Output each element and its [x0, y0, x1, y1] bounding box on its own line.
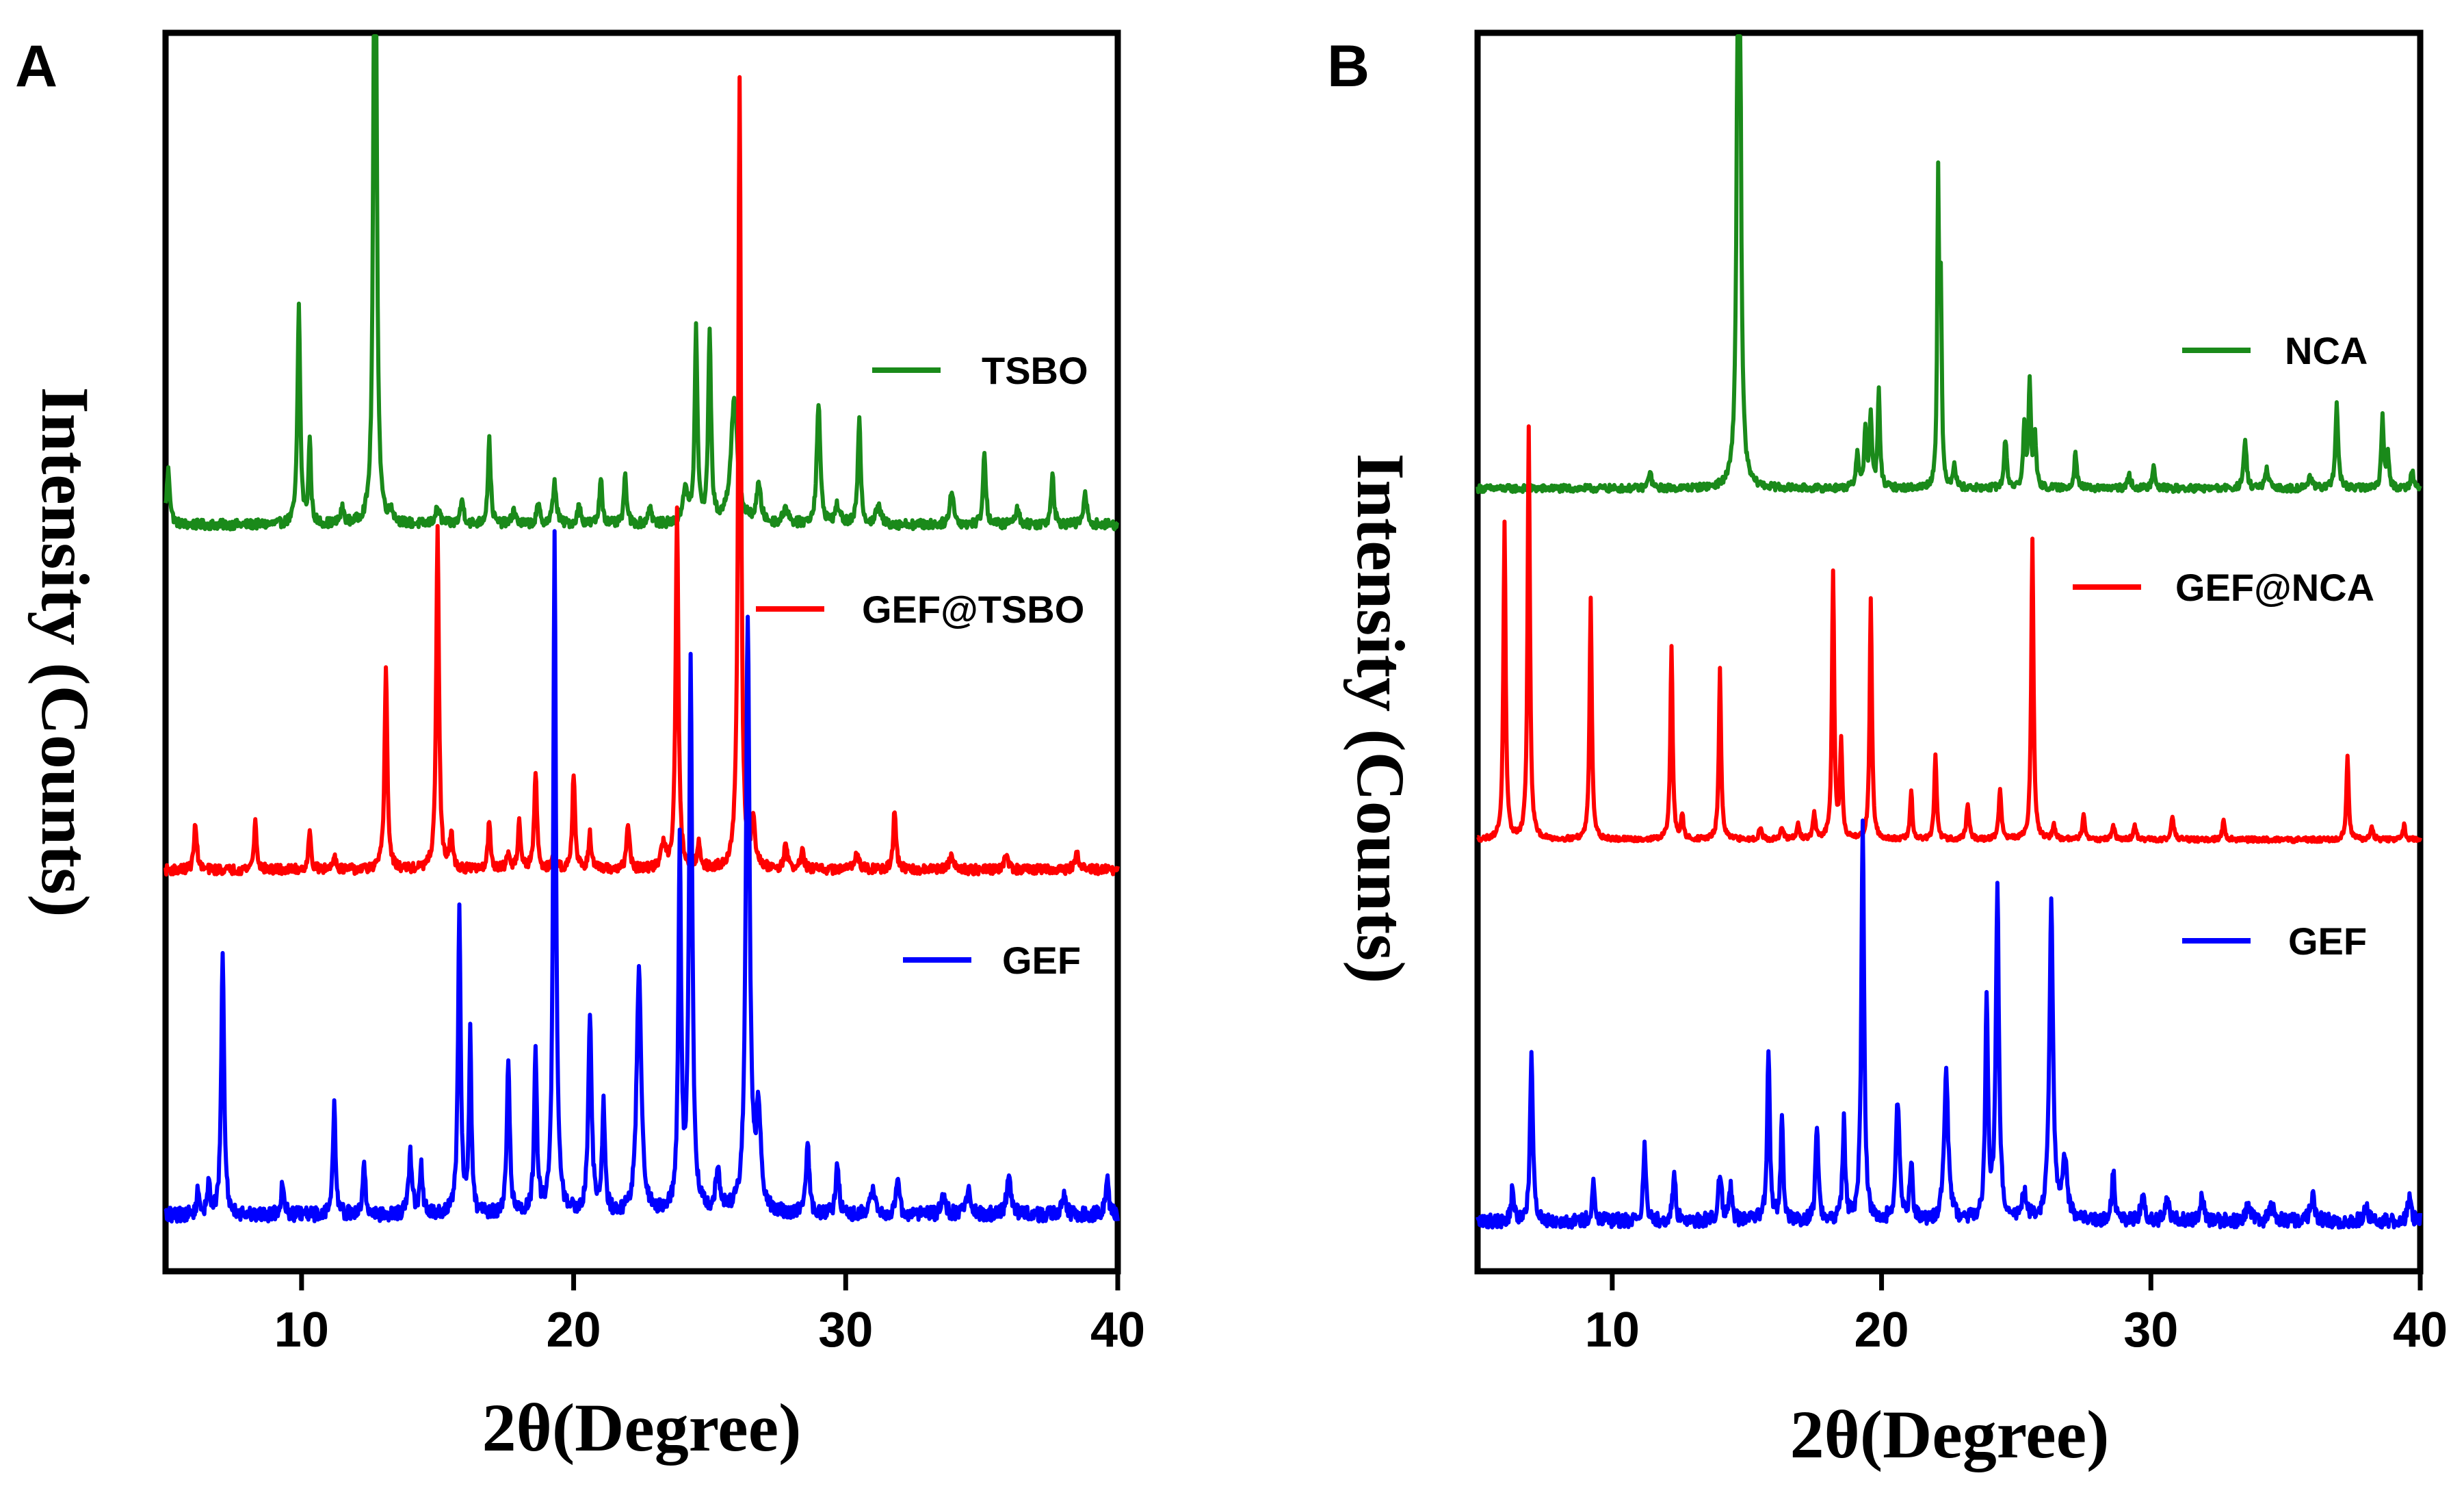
series-line-gef [163, 529, 1120, 1224]
x-tick-label: 10 [274, 1303, 329, 1357]
series-line-gef-tsbo [163, 75, 1120, 877]
legend-label-tsbo: TSBO [982, 349, 1088, 392]
panel-b-series-layer [1476, 34, 2422, 1230]
legend-label-gef: GEF [2288, 920, 2367, 963]
x-tick-label: 30 [2123, 1303, 2178, 1357]
panel-a-x-axis-title: 2θ(Degree) [482, 1390, 802, 1466]
panel-b-legend: NCA GEF@NCA GEF [2073, 329, 2374, 963]
panel-b-plot-frame [1474, 29, 2424, 1275]
panel-b: B 10 20 30 40 2θ(Degree) Intensity (Counts)… [1327, 29, 2448, 1472]
panel-a: A 10 20 30 40 2θ(Degree) Intensity (Counts)… [15, 29, 1145, 1466]
panel-a-series-layer [163, 34, 1120, 1224]
x-tick-label: 40 [2393, 1303, 2448, 1357]
panel-b-x-axis-title: 2θ(Degree) [1790, 1396, 2110, 1472]
series-line-gef-nca [1476, 424, 2422, 844]
x-tick-label: 20 [1854, 1303, 1909, 1357]
x-tick-label: 30 [818, 1303, 873, 1357]
panel-b-tick-layer: 10 20 30 40 [1585, 1271, 2448, 1357]
panel-a-plot-frame [162, 29, 1121, 1275]
series-line-tsbo [163, 34, 1120, 532]
legend-label-gef-tsbo: GEF@TSBO [862, 588, 1084, 631]
panel-b-label: B [1327, 34, 1369, 99]
x-tick-label: 10 [1585, 1303, 1640, 1357]
x-tick-label: 20 [547, 1303, 601, 1357]
panel-a-label: A [15, 34, 57, 99]
panel-a-y-axis-title: Intensity (Counts) [27, 387, 103, 917]
legend-label-gef: GEF [1002, 939, 1081, 982]
series-line-nca [1476, 34, 2422, 495]
x-tick-label: 40 [1090, 1303, 1145, 1357]
panel-a-legend: TSBO GEF@TSBO GEF [756, 349, 1088, 982]
panel-b-y-axis-title: Intensity (Counts) [1343, 453, 1419, 983]
legend-label-gef-nca: GEF@NCA [2175, 566, 2374, 609]
panel-a-tick-layer: 10 20 30 40 [274, 1271, 1145, 1357]
legend-label-nca: NCA [2285, 329, 2368, 372]
series-line-gef [1476, 818, 2422, 1230]
